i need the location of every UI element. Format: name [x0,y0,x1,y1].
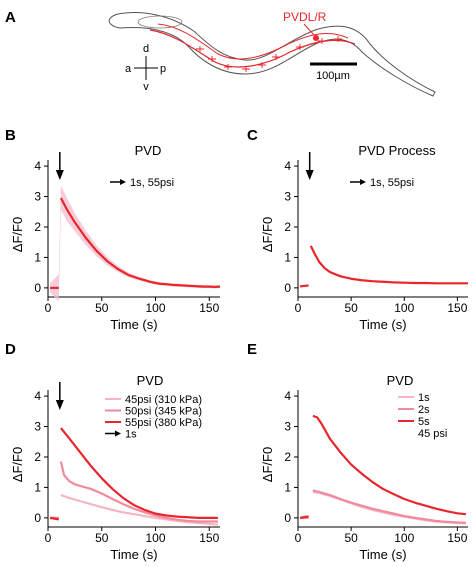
panel-label-d: D [5,341,16,358]
x-axis-label: Time (s) [110,317,157,332]
legend-label: 1s, 55psi [370,177,414,189]
series-line [309,245,468,285]
series-baseline-line [299,515,309,519]
chart-panel-c: 0 50 100 150 0 1 2 3 4 Time (s) ΔF/F0 PVD Process 1s… [260,143,468,332]
y-tick-label: 4 [34,389,41,403]
neuron-label-pointer [303,23,315,36]
chart-title: PVD [387,373,414,388]
y-tick-label: 4 [34,159,41,173]
panel-label-b: B [5,127,16,144]
x-axis-label: Time (s) [359,547,406,562]
x-tick-label: 0 [45,531,52,545]
stimulus-arrow-head [305,170,314,180]
y-tick-label: 3 [284,190,291,204]
chart-panel-b: 0 50 100 150 0 1 2 3 4 Time (s) ΔF/F0 PVD 1s, 55psi [10,143,221,332]
series-line [59,461,218,523]
worm-pharynx [137,15,183,29]
series-error-band [50,185,221,302]
x-tick-label: 100 [145,531,165,545]
legend-arrow-head [120,179,126,185]
pvd-cell-body [313,35,319,41]
y-tick-label: 2 [34,450,41,464]
y-tick-label: 1 [34,250,41,264]
panel-label-c: C [247,127,258,144]
compass-anterior-label: a [125,63,132,75]
y-axis-label: ΔF/F0 [10,447,25,482]
legend-label: 1s, 55psi [130,177,174,189]
pvd-ventral-process [149,29,356,68]
x-tick-label: 100 [145,301,165,315]
series-line [312,489,466,524]
chart-panel-d: 0 50 100 150 0 1 2 3 4 Time (s) ΔF/F0 PVD 45psi (310… [10,373,220,562]
legend-label: 1s [418,392,430,404]
legend-label: 50psi (345 kPa) [125,406,202,418]
stimulus-arrow-head [55,400,64,410]
x-tick-label: 0 [295,531,302,545]
x-tick-label: 0 [295,301,302,315]
chart-title: PVD [137,373,164,388]
x-tick-label: 50 [95,301,109,315]
x-tick-label: 50 [344,301,358,315]
legend-label: 2s [418,404,430,416]
legend-arrow-head [115,430,121,437]
pvd-dendrite-branches [196,36,342,72]
worm-diagram: PVDL/R 100µm d v a p [108,10,436,97]
panel-label-e: E [247,341,257,358]
y-axis-label: ΔF/F0 [260,447,275,482]
y-tick-label: 2 [284,220,291,234]
y-tick-label: 2 [34,220,41,234]
y-tick-label: 4 [284,389,291,403]
x-tick-label: 150 [199,531,219,545]
y-tick-label: 3 [34,190,41,204]
series-line [312,414,466,516]
y-axis-label: ΔF/F0 [10,217,25,252]
chart-title: PVD [135,143,162,158]
x-axis-label: Time (s) [359,317,406,332]
x-tick-label: 0 [45,301,52,315]
x-tick-label: 100 [394,531,414,545]
x-tick-label: 150 [447,531,467,545]
x-tick-label: 100 [394,301,414,315]
y-tick-label: 0 [284,511,291,525]
y-tick-label: 3 [284,420,291,434]
y-tick-label: 0 [34,281,41,295]
x-tick-label: 50 [95,531,109,545]
y-axis-label: ΔF/F0 [260,217,275,252]
x-axis-label: Time (s) [110,547,157,562]
legend-label: 45psi (310 kPa) [125,394,202,406]
legend-label: 45 psi [418,428,447,440]
y-tick-label: 1 [284,480,291,494]
series-line [60,427,218,519]
chart-title: PVD Process [358,143,436,158]
x-tick-label: 50 [344,531,358,545]
pvd-dorsal-process [157,23,349,60]
series-line [60,493,218,526]
worm-body-outline [108,12,436,97]
compass-dorsal-label: d [143,43,149,55]
legend-arrow-head [360,179,366,185]
y-tick-label: 2 [284,450,291,464]
neuron-label: PVDL/R [283,10,327,24]
y-tick-label: 0 [34,511,41,525]
y-tick-label: 1 [284,250,291,264]
compass-ventral-label: v [143,81,149,93]
scale-bar-label: 100µm [316,70,350,82]
series-baseline-line [49,516,59,521]
y-tick-label: 4 [284,159,291,173]
series-baseline-line [300,284,309,288]
series-line [59,197,221,289]
x-tick-label: 150 [447,301,467,315]
y-tick-label: 3 [34,420,41,434]
y-tick-label: 0 [284,281,291,295]
panel-label-a: A [5,9,16,26]
legend-label: 55psi (380 kPa) [125,417,202,429]
compass-posterior-label: p [160,63,166,75]
stimulus-arrow-head [55,170,64,180]
legend-label: 1s [125,429,137,441]
y-tick-label: 1 [34,480,41,494]
legend-label: 5s [418,416,430,428]
x-tick-label: 150 [199,301,219,315]
